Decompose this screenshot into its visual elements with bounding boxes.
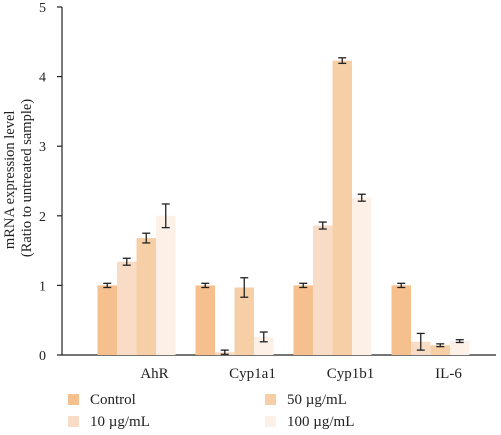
bar: [352, 197, 372, 355]
category-label: AhR: [140, 366, 168, 382]
category-label: IL-6: [435, 366, 462, 382]
y-axis-label-line-2: (Ratio to untreated sample): [19, 99, 35, 257]
bar: [254, 336, 274, 355]
legend-label: 50 µg/mL: [287, 392, 347, 408]
y-tick-label: 2: [39, 210, 46, 225]
bar: [293, 285, 313, 355]
bar: [97, 285, 117, 355]
bar: [430, 345, 450, 355]
y-axis-label-line-1: mRNA expression level: [2, 111, 18, 250]
bar: [391, 285, 411, 355]
legend-swatch: [68, 394, 79, 405]
bar: [332, 60, 352, 355]
legend-label: Control: [90, 392, 136, 408]
bar: [156, 215, 176, 355]
category-label: Cyp1a1: [229, 366, 276, 382]
bar: [313, 225, 333, 355]
bar: [234, 287, 254, 355]
legend-swatch: [265, 394, 276, 405]
y-tick-label: 5: [39, 1, 46, 16]
bar: [117, 261, 137, 355]
y-tick-label: 1: [39, 279, 46, 294]
legend-label: 10 µg/mL: [90, 414, 150, 430]
y-tick-label: 4: [39, 71, 46, 86]
bar: [450, 341, 470, 355]
legend-swatch: [68, 416, 79, 427]
plot-area: 0 1 2 3 4 5 AhR Cyp1a1 Cyp1b1 IL-6: [39, 1, 496, 382]
y-tick-label: 3: [39, 140, 46, 155]
y-axis-label: mRNA expression level (Ratio to untreate…: [2, 99, 35, 257]
legend-swatch: [265, 416, 276, 427]
y-tick-label: 0: [39, 349, 46, 364]
legend: Control 50 µg/mL 10 µg/mL 100 µg/mL: [68, 392, 354, 430]
bar: [136, 238, 156, 355]
bar: [195, 285, 215, 355]
legend-label: 100 µg/mL: [287, 414, 354, 430]
category-label: Cyp1b1: [327, 366, 375, 382]
